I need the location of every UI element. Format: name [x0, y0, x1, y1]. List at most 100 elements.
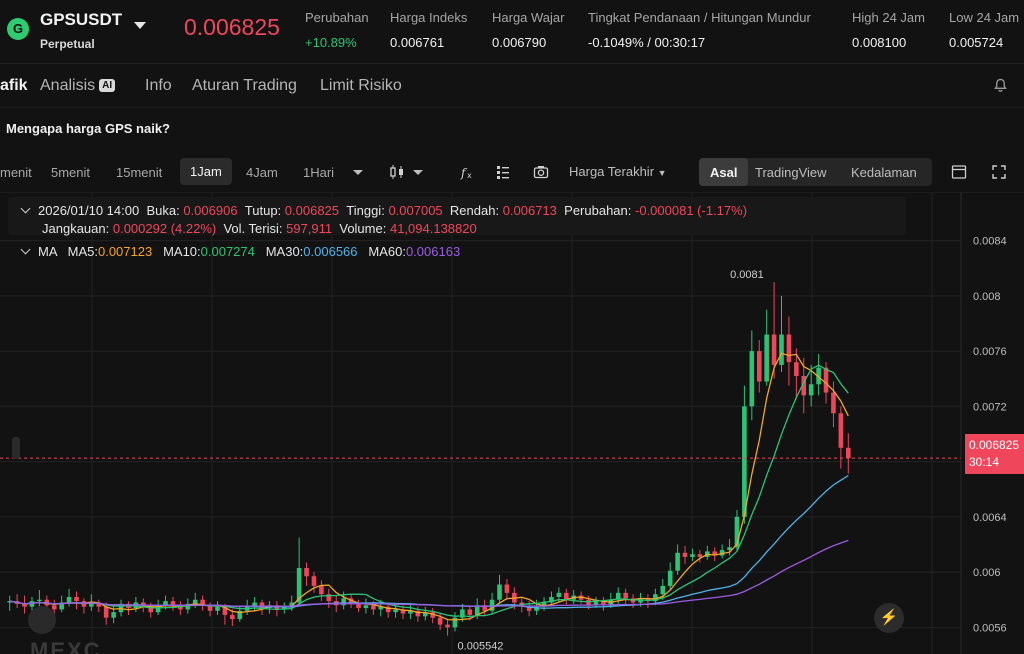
ma-legend: MA MA5:0.007123 MA10:0.007274 MA30:0.006…	[20, 244, 460, 259]
ma-collapse-chevron-icon[interactable]	[20, 244, 31, 255]
more-timeframes-caret-icon[interactable]	[350, 164, 366, 180]
candle-body	[831, 392, 836, 414]
candle-body	[207, 605, 213, 611]
y-axis-tick-label: 0.0072	[973, 401, 1007, 413]
symbol-dropdown-caret-icon[interactable]	[134, 22, 146, 29]
candle-body	[296, 567, 302, 603]
ma-line-30	[9, 474, 849, 609]
layout-window-icon[interactable]	[951, 164, 967, 180]
panel-drag-handle[interactable]	[12, 437, 20, 459]
tab-trading-rules[interactable]: Aturan Trading	[192, 77, 297, 94]
candle-body	[623, 592, 628, 599]
candle-body	[467, 609, 473, 615]
stat-label: Harga Wajar	[492, 10, 565, 25]
quick-trade-bolt-icon[interactable]: ⚡	[874, 603, 904, 633]
ohlc-row-2: Jangkauan: 0.000292 (4.22%) Vol. Terisi:…	[42, 221, 477, 236]
ma30-value: 0.006566	[303, 244, 358, 259]
view-depth[interactable]: Kedalaman	[851, 165, 917, 180]
tab-analysis-label: Analisis	[40, 77, 96, 94]
candle-body	[563, 592, 569, 600]
timeframe-1h[interactable]: 1Jam	[180, 158, 232, 185]
candle-body	[363, 605, 369, 609]
stat-low-24h: Low 24 Jam 0.005724	[949, 10, 1019, 50]
last-price: 0.006825	[184, 14, 280, 40]
candle-body	[653, 594, 658, 602]
ma10-label: MA10:	[163, 244, 201, 259]
candle-body	[489, 599, 495, 611]
contract-logo-icon: G	[7, 18, 29, 40]
y-axis-tick-label: 0.0076	[973, 346, 1007, 358]
timeframe-15m[interactable]: 15menit	[116, 165, 163, 180]
candle-body	[452, 617, 458, 628]
y-axis-tick-label: 0.006	[973, 567, 1001, 579]
bell-icon[interactable]	[993, 78, 1008, 93]
view-original[interactable]: Asal	[699, 158, 749, 186]
tab-chart[interactable]: afik	[0, 77, 28, 94]
timeframe-1m[interactable]: menit	[0, 165, 32, 180]
tab-analysis[interactable]: Analisis AI	[40, 77, 116, 95]
candle-body	[690, 554, 695, 557]
candle-body	[103, 606, 109, 618]
candle-body	[808, 384, 814, 396]
y-axis-tick-label: 0.0064	[973, 512, 1007, 524]
candle-body	[163, 601, 168, 606]
candle-body	[749, 351, 755, 407]
candle-body	[549, 596, 554, 603]
low-value: 0.006713	[502, 203, 557, 218]
candle-body	[259, 602, 265, 609]
candle-body	[734, 516, 740, 548]
ma5-label: MA5:	[67, 244, 98, 259]
candlestick-chart[interactable]: 0.00840.0080.00760.00720.00680.00640.006…	[0, 192, 1024, 654]
candle-type-icon[interactable]	[389, 164, 405, 180]
candle-body	[593, 601, 599, 606]
candle-body	[504, 584, 510, 593]
chart-settings-list-icon[interactable]	[495, 164, 511, 180]
legend-collapse-chevron-icon[interactable]	[20, 203, 31, 214]
stat-value: 0.008100	[852, 35, 907, 50]
stat-funding-rate[interactable]: Tingkat Pendanaan / Hitungan Mundur -0.1…	[588, 10, 811, 50]
camera-icon[interactable]	[533, 164, 549, 180]
candle-body	[430, 612, 436, 618]
open-value: 0.006906	[183, 203, 238, 218]
stat-value: 0.006790	[492, 35, 547, 50]
ma-label[interactable]: MA	[38, 244, 57, 259]
stat-label: Tingkat Pendanaan / Hitungan Mundur	[588, 10, 811, 25]
tab-risk-limit[interactable]: Limit Risiko	[320, 77, 402, 94]
symbol-name[interactable]: GPSUSDT	[40, 10, 123, 29]
open-label: Buka:	[146, 203, 180, 218]
candle-type-caret-icon[interactable]	[410, 164, 426, 180]
ohlc-row-1: 2026/01/10 14:00 Buka: 0.006906 Tutup: 0…	[20, 203, 747, 218]
volume-value: 41,094.138820	[389, 221, 477, 236]
ohlc-legend: 2026/01/10 14:00 Buka: 0.006906 Tutup: 0…	[8, 197, 906, 236]
chart-canvas[interactable]: 0.00840.0080.00760.00720.00680.00640.006…	[0, 193, 1024, 654]
stat-label: High 24 Jam	[852, 10, 925, 25]
candle-body	[289, 602, 295, 607]
ticker-bar: G GPSUSDT Perpetual 0.006825 Perubahan +…	[0, 0, 1024, 64]
tab-info[interactable]: Info	[145, 77, 172, 94]
timeframe-5m[interactable]: 5menit	[51, 165, 91, 180]
chart-calculator-button[interactable]	[28, 606, 56, 634]
high-label: Tinggi:	[346, 203, 385, 218]
candle-datetime: 2026/01/10 14:00	[38, 203, 140, 218]
price-type-value: Harga Terakhir	[569, 164, 655, 179]
ma-line-10	[9, 364, 849, 618]
price-type-select[interactable]: Harga Terakhir ▼	[569, 164, 667, 179]
candle-body	[675, 552, 680, 571]
candle-body	[215, 606, 220, 611]
candle-body	[222, 606, 228, 615]
timeframe-4h[interactable]: 4Jam	[246, 165, 278, 180]
high-value: 0.007005	[388, 203, 443, 218]
high-price-marker: 0.0081	[730, 269, 764, 281]
fullscreen-icon[interactable]	[991, 164, 1007, 180]
candle-body	[719, 550, 725, 556]
candle-body	[541, 602, 547, 607]
candle-body	[7, 601, 13, 603]
candle-body	[319, 585, 324, 595]
ai-question-link[interactable]: Mengapa harga GPS naik?	[6, 121, 170, 136]
candle-body	[371, 605, 376, 610]
view-tradingview[interactable]: TradingView	[755, 165, 827, 180]
timeframe-1d[interactable]: 1Hari	[303, 165, 335, 180]
candle-body	[230, 614, 235, 620]
